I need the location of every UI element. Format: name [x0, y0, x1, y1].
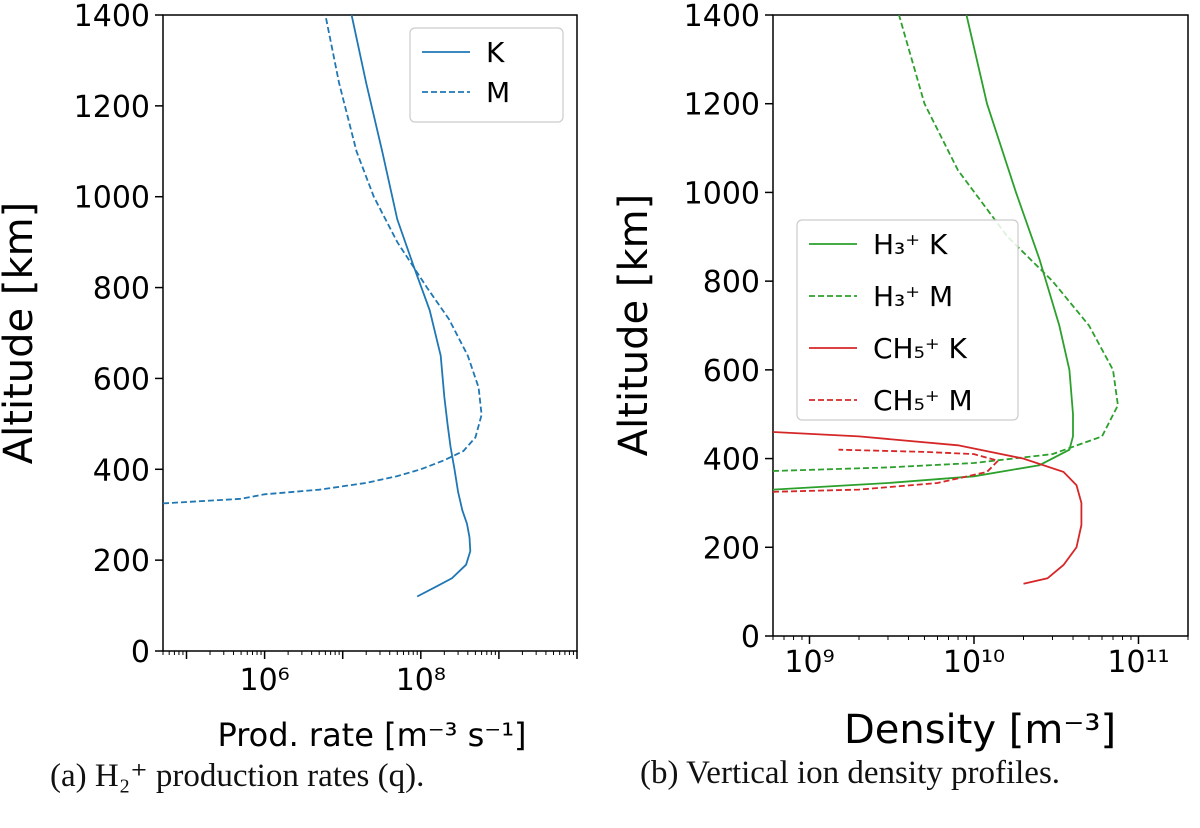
y-tick-label: 1000: [74, 181, 150, 216]
y-tick-label: 200: [703, 531, 760, 566]
y-tick-label: 600: [93, 362, 150, 397]
y-tick-label: 400: [703, 443, 760, 478]
x-tick-label: 10⁹: [784, 645, 834, 680]
y-ticks-b: 0 200 400 600 800 1000 1200 1400: [684, 0, 773, 655]
legend-label: CH₅⁺ M: [873, 384, 973, 417]
series-line: [773, 15, 1119, 472]
x-tick-label: 10⁶: [240, 663, 290, 698]
x-tick-label: 10¹⁰: [943, 645, 1005, 680]
legend-label: CH₅⁺ K: [873, 332, 968, 365]
series-a: [163, 15, 483, 598]
y-tick-label: 200: [93, 544, 150, 579]
x-ticks-a: 10⁶ 10⁸: [162, 651, 578, 698]
legend-b: H₃⁺ K H₃⁺ M CH₅⁺ K CH₅⁺ M: [796, 219, 1019, 421]
y-tick-label: 1400: [74, 0, 150, 34]
y-tick-label: 800: [703, 265, 760, 300]
legend-label: H₃⁺ M: [873, 280, 953, 313]
y-tick-label: 600: [703, 354, 760, 389]
series-line: [773, 448, 1000, 493]
y-axis-title-b: Altitude [km]: [611, 194, 657, 456]
x-tick-label: 10⁸: [396, 663, 446, 698]
series-line: [163, 15, 483, 505]
series-line: [350, 15, 472, 598]
legend-label: M: [486, 76, 510, 109]
legend-a: KM: [409, 27, 564, 123]
y-tick-label: 1200: [684, 88, 760, 123]
panel-a: 0 200 400 600 800 1000 1200 1400 10⁶ 10⁸ KM Alti…: [0, 0, 578, 754]
y-tick-label: 1000: [684, 176, 760, 211]
y-tick-label: 1400: [684, 0, 760, 34]
plot-frame-b: [772, 14, 1189, 637]
series-b: [773, 15, 1119, 585]
plot-frame-a: [162, 14, 578, 652]
legend-box: [796, 219, 1019, 421]
caption-a: (a) H₂⁺ production rates (q).: [50, 758, 425, 794]
legend-label: H₃⁺ K: [873, 228, 948, 261]
x-tick-label: 10¹¹: [1107, 645, 1169, 680]
y-tick-label: 1200: [74, 90, 150, 125]
series-line: [773, 431, 1083, 585]
y-ticks-a: 0 200 400 600 800 1000 1200 1400: [74, 0, 163, 670]
caption-b: (b) Vertical ion density profiles.: [640, 755, 1061, 791]
y-axis-title-a: Altitude [km]: [0, 202, 42, 464]
y-tick-label: 400: [93, 453, 150, 488]
y-tick-label: 800: [93, 272, 150, 307]
x-ticks-b: 10⁹ 10¹⁰ 10¹¹: [772, 636, 1189, 680]
y-tick-label: 0: [741, 620, 760, 655]
legend-label: K: [486, 36, 505, 69]
x-axis-title-b: Density [m⁻³]: [844, 707, 1116, 753]
panel-b: 0 200 400 600 800 1000 1200 1400 10⁹ 10¹⁰ 10¹¹ H₃…: [611, 0, 1189, 753]
y-tick-label: 0: [131, 635, 150, 670]
series-line: [773, 15, 1074, 491]
x-axis-title-a: Prod. rate [m⁻³ s⁻¹]: [217, 716, 526, 754]
